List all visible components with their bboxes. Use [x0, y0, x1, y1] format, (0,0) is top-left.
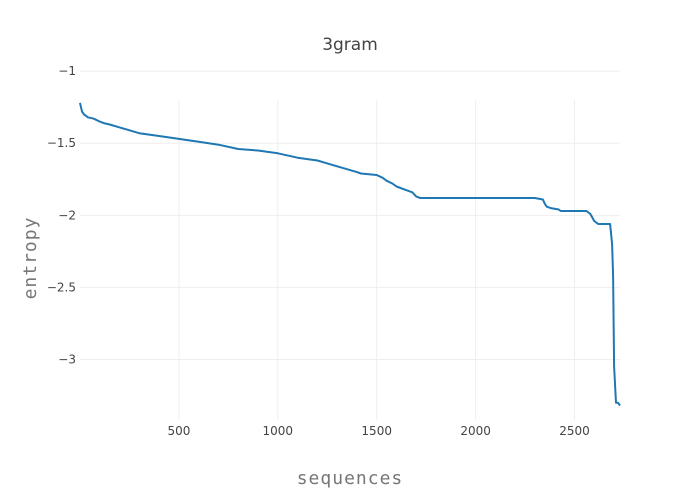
y-tick-label: −2.5 — [47, 280, 76, 294]
y-tick-label: −1.5 — [47, 136, 76, 150]
y-tick-label: −3 — [58, 352, 76, 366]
y-axis-ticks: −1 −1.5 −2 −2.5 −3 — [47, 64, 76, 366]
y-tick-label: −2 — [58, 208, 76, 222]
chart-title: 3gram — [322, 35, 378, 55]
x-tick-label: 500 — [167, 424, 190, 438]
grid-lines — [80, 70, 620, 420]
y-axis-title: entropy — [20, 217, 41, 300]
x-tick-label: 1000 — [263, 424, 294, 438]
series-layer — [79, 102, 621, 407]
x-tick-label: 2500 — [559, 424, 590, 438]
x-tick-label: 1500 — [361, 424, 392, 438]
x-axis-ticks: 500 1000 1500 2000 2500 — [167, 424, 589, 438]
x-tick-label: 2000 — [460, 424, 491, 438]
x-axis-title: sequences — [297, 468, 404, 489]
y-tick-label: −1 — [58, 64, 76, 78]
series-line — [79, 102, 621, 407]
